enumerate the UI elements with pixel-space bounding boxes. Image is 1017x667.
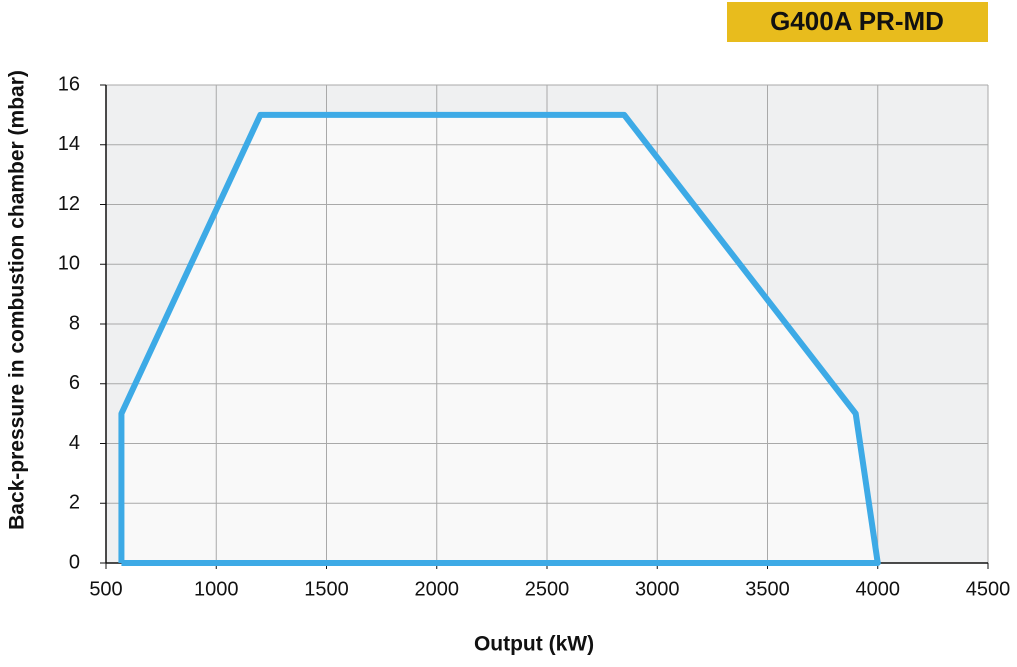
y-tick-label: 4 (69, 432, 80, 454)
envelope-line (118, 111, 881, 566)
y-tick-label: 0 (69, 551, 80, 573)
x-tick-label: 4000 (856, 578, 901, 600)
x-tick-label: 4500 (966, 578, 1011, 600)
y-tick-label: 2 (69, 492, 80, 514)
x-tick-label: 500 (89, 578, 122, 600)
x-tick-label: 2500 (525, 578, 570, 600)
x-tick-label: 3500 (745, 578, 790, 600)
x-tick-label: 3000 (635, 578, 680, 600)
y-tick-label: 6 (69, 372, 80, 394)
y-tick-label: 10 (58, 253, 80, 275)
y-tick-label: 14 (58, 133, 80, 155)
y-tick-label: 16 (58, 73, 80, 95)
x-tick-label: 1500 (304, 578, 349, 600)
x-axis-label: Output (kW) (474, 633, 594, 656)
badge: G400A PR-MD (770, 6, 944, 36)
envelope-fill (121, 114, 878, 563)
badge-box (727, 2, 988, 42)
y-axis-label: Back-pressure in combustion chamber (mba… (6, 70, 29, 530)
y-tick-label: 8 (69, 312, 80, 334)
y-tick-label: 12 (58, 193, 80, 215)
x-tick-label: 1000 (194, 578, 239, 600)
x-tick-label: 2000 (415, 578, 460, 600)
